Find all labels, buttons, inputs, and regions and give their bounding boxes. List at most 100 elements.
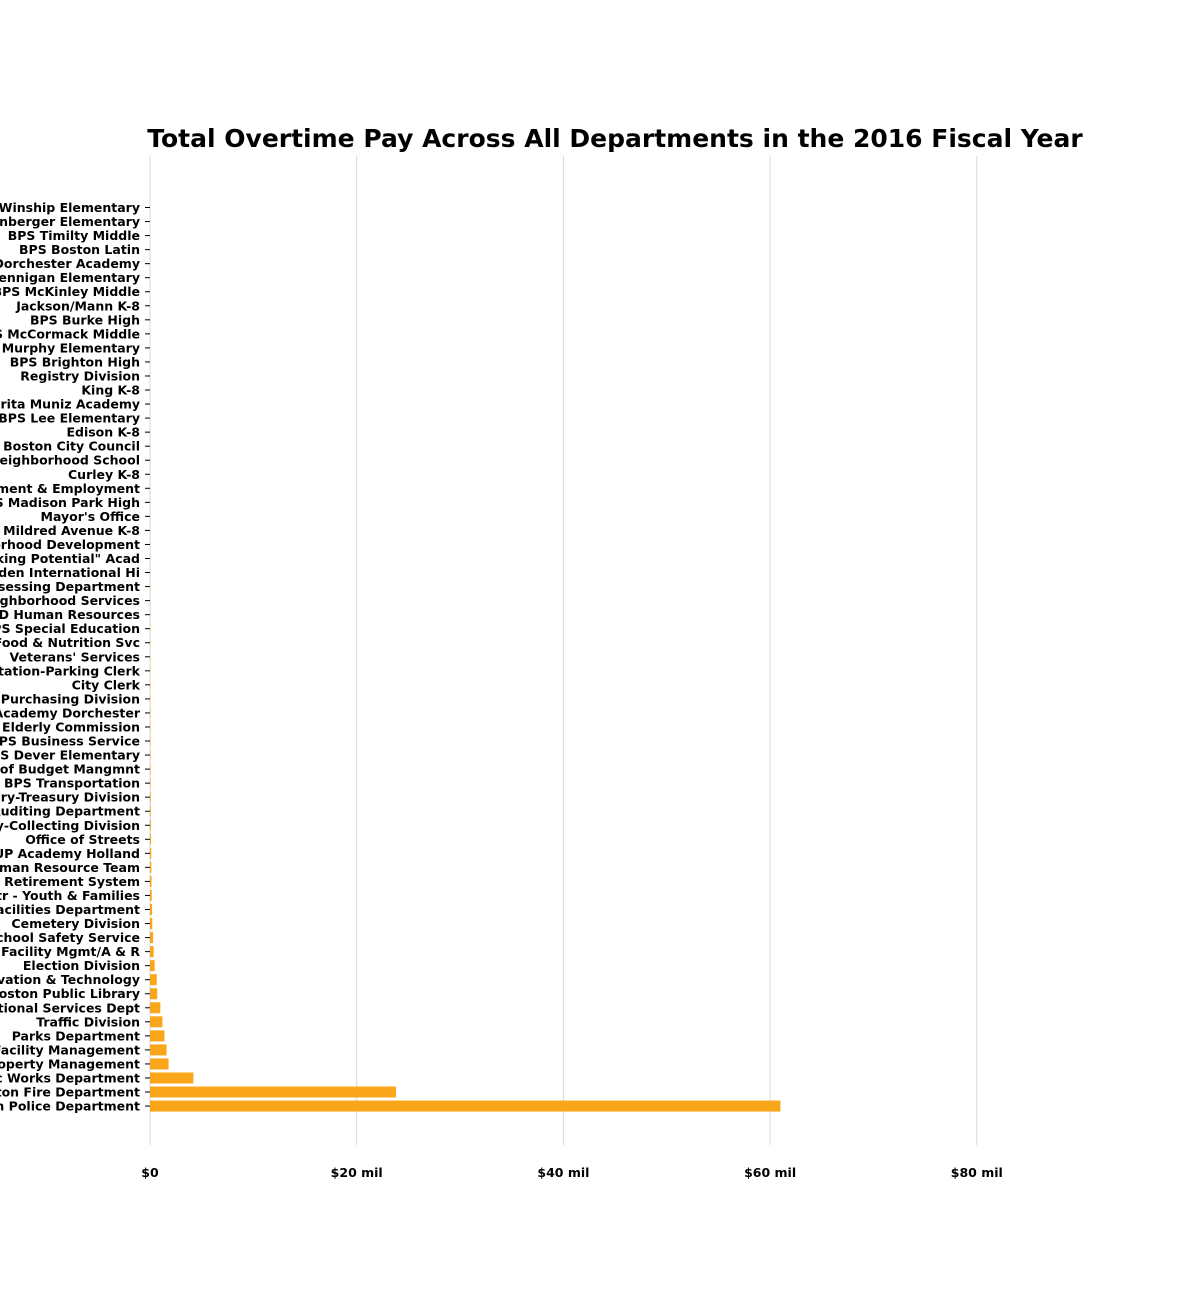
y-category-label: Neighborhood School — [0, 453, 140, 468]
y-category-label: Facility Management — [0, 1042, 140, 1057]
bar — [150, 749, 151, 761]
y-category-label: Office of Budget Mangmnt — [0, 762, 140, 777]
bar — [150, 1044, 167, 1056]
y-category-label: UP Academy Holland — [0, 846, 140, 861]
bar — [150, 1016, 163, 1028]
y-category-label: School Safety Service — [0, 930, 140, 945]
y-category-label: Neighborhood Services — [0, 593, 140, 608]
y-category-label: BPS Brighton High — [10, 354, 140, 369]
bar — [150, 974, 157, 986]
y-category-label: Boston City Council — [3, 439, 140, 454]
bar — [150, 932, 154, 944]
x-axis-ticks-layer: $0 $20 mil $40 mil $60 mil $80 mil — [141, 1165, 1003, 1180]
x-tick-label: $40 mil — [537, 1165, 589, 1180]
y-category-label: BPS Dorchester Academy — [0, 256, 140, 271]
y-category-label: Transportation-Parking Clerk — [0, 663, 141, 678]
y-category-label: Parks Department — [12, 1028, 140, 1043]
y-category-label: Elderly Commission — [2, 719, 140, 734]
y-category-label: Boston Public Library — [0, 986, 140, 1001]
x-tick-label: $80 mil — [951, 1165, 1003, 1180]
x-tick-label: $20 mil — [331, 1165, 383, 1180]
y-category-label: Office of Workforce Engagement & Employm… — [0, 481, 140, 496]
y-category-label: Boston Retirement System — [0, 874, 140, 889]
bar — [150, 1100, 781, 1112]
y-category-label: Boston Police Department — [0, 1099, 140, 1114]
bar — [150, 960, 155, 972]
y-category-label: Snowden International Hi — [0, 565, 140, 580]
y-category-label: BPS Hennigan Elementary — [0, 270, 140, 285]
y-category-label: Property Management — [0, 1056, 140, 1071]
y-category-label: BPS Lee Elementary — [0, 411, 140, 426]
y-category-label: Curley K-8 — [68, 467, 140, 482]
y-category-label: BSD Human Resources — [0, 607, 140, 622]
bar — [150, 1030, 165, 1042]
y-category-label: UP Academy Dorchester — [0, 705, 141, 720]
y-category-label: BPS Timilty Middle — [8, 228, 140, 243]
bar — [150, 847, 152, 859]
y-category-label: BPS Winship Elementary — [0, 200, 140, 215]
y-category-label: Treasury-Collecting Division — [0, 818, 140, 833]
bars-layer — [150, 202, 781, 1112]
bar — [150, 1086, 396, 1098]
y-category-label: Boston Cntr - Youth & Families — [0, 888, 140, 903]
y-category-label: Innovation & Technology — [0, 972, 140, 987]
bar — [150, 946, 154, 958]
grid-layer — [149, 156, 978, 1145]
y-category-label: Auditing Department — [0, 804, 140, 819]
bar — [150, 875, 152, 887]
bar — [150, 777, 151, 789]
y-category-label: BPS Transportation — [4, 776, 140, 791]
y-category-label: BPS Dever Elementary — [0, 748, 140, 763]
bar — [150, 904, 153, 915]
bar — [150, 889, 152, 901]
y-category-label: Assessing Department — [0, 579, 140, 594]
y-category-label: BPS Special Education — [0, 621, 140, 636]
y-category-label: BPS Burke High — [30, 312, 140, 327]
bar — [150, 1002, 161, 1014]
y-category-label: Registry Division — [20, 368, 140, 383]
y-category-label: Human Resource Team — [0, 860, 140, 875]
y-category-label: Correctional Services Dept — [0, 1000, 140, 1015]
bar — [150, 861, 152, 873]
y-category-label: ASD Purchasing Division — [0, 691, 140, 706]
y-category-label: Boston Fire Department — [0, 1085, 140, 1100]
bar — [150, 1072, 194, 1084]
y-category-label: Facilities Department — [0, 902, 140, 917]
y-category-label: BPS McKinley Middle — [0, 284, 140, 299]
y-category-label: BPS Business Service — [0, 734, 140, 749]
y-category-label: BPS Madison Park High — [0, 495, 140, 510]
bar — [150, 833, 152, 845]
bar — [150, 819, 151, 831]
y-category-label: BPS Facility Mgmt/A & R — [0, 944, 140, 959]
y-category-label: City Clerk — [72, 677, 141, 692]
x-tick-label: $0 — [141, 1165, 159, 1180]
bar — [150, 1058, 169, 1070]
y-category-label: Office of Streets — [25, 832, 140, 847]
y-category-label: Election Division — [23, 958, 140, 973]
bar — [150, 791, 151, 803]
y-category-label: "Unlocking Potential" Acad — [0, 551, 140, 566]
y-category-label: BPS Murphy Elementary — [0, 340, 140, 355]
y-category-label: Cemetery Division — [11, 916, 140, 931]
y-category-label: Public Works Department — [0, 1070, 140, 1085]
y-category-label: King K-8 — [81, 383, 140, 398]
y-category-label: Department of Neighborhood Development — [0, 537, 140, 552]
bar — [150, 805, 151, 817]
bar — [150, 918, 153, 930]
y-category-label: Traffic Division — [36, 1014, 140, 1029]
y-category-label: Food & Nutrition Svc — [0, 635, 140, 650]
y-category-label: Margarita Muniz Academy — [0, 397, 140, 412]
y-category-label: Edison K-8 — [66, 425, 140, 440]
x-tick-label: $60 mil — [744, 1165, 796, 1180]
bar — [150, 763, 151, 775]
chart-title: Total Overtime Pay Across All Department… — [147, 124, 1083, 153]
y-category-label: BPS Ellis Mendell Perenberger Elementary — [0, 214, 140, 229]
y-category-label: Mildred Avenue K-8 — [3, 523, 140, 538]
y-category-label: Veterans' Services — [10, 649, 140, 664]
bar — [150, 988, 158, 1000]
y-category-label: BPS Boston Latin — [19, 242, 140, 257]
y-category-label: BPS McCormack Middle — [0, 326, 140, 341]
y-category-label: Jackson/Mann K-8 — [15, 298, 140, 313]
